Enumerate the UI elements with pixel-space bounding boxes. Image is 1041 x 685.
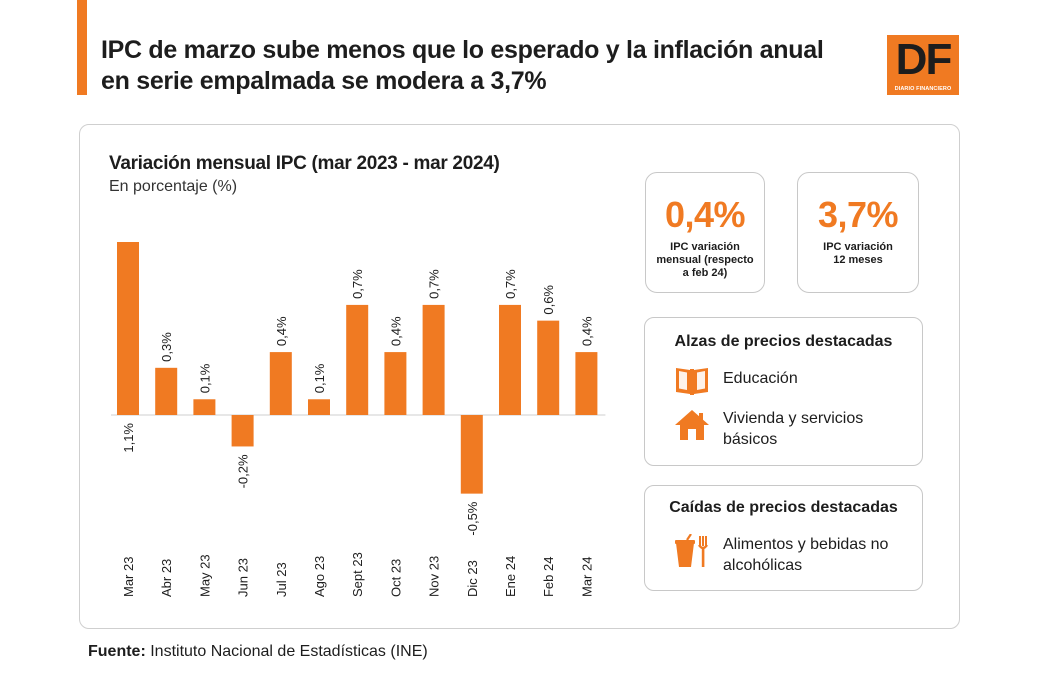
bar-mar-24	[575, 352, 598, 415]
bar-value-label: 0,4%	[274, 316, 289, 346]
category-tick-label: Dic 23	[465, 560, 480, 597]
source-line: Fuente: Instituto Nacional de Estadístic…	[88, 643, 428, 661]
bar-value-label: 0,6%	[541, 285, 556, 315]
food-drink-icon	[675, 534, 708, 567]
chart-title: Variación mensual IPC (mar 2023 - mar 20…	[109, 153, 500, 174]
rise-item-housing: Vivienda y servicios básicos	[673, 408, 883, 450]
kpi-annual: 3,7% IPC variación 12 meses	[797, 172, 919, 293]
bar-value-label: -0,2%	[236, 454, 251, 488]
category-tick-label: Jul 23	[274, 562, 289, 597]
logo-letters: DF	[895, 35, 953, 84]
bar-ene-24	[499, 304, 521, 415]
headline-accent-bar	[77, 0, 87, 95]
falls-title: Caídas de precios destacadas	[669, 499, 898, 516]
kpi-annual-value: 3,7%	[817, 194, 899, 235]
bar-may-23	[193, 399, 216, 415]
rises-box: Alzas de precios destacadas Educación Vi…	[644, 317, 923, 466]
bar-value-label: 0,7%	[350, 269, 365, 299]
df-logo: DF DIARIO FINANCIERO	[887, 35, 959, 95]
bar-value-label: 0,4%	[388, 316, 403, 346]
category-tick-label: Sept 23	[350, 552, 365, 597]
kpi-monthly: 0,4% IPC variación mensual (respecto a f…	[645, 172, 765, 293]
bar-oct-23	[384, 352, 407, 415]
house-icon	[675, 410, 709, 440]
bar-value-label: 0,7%	[427, 269, 442, 299]
category-tick-label: Abr 23	[159, 559, 174, 597]
category-tick-label: May 23	[197, 554, 212, 597]
bar-abr-23	[155, 367, 178, 415]
bar-nov-23	[422, 304, 445, 415]
category-tick-label: Oct 23	[388, 559, 403, 597]
bar-value-label: 0,7%	[503, 269, 518, 299]
bar-value-label: 0,1%	[197, 363, 212, 393]
bar-jun-23	[231, 415, 254, 447]
source-text: Instituto Nacional de Estadísticas (INE)	[150, 643, 428, 660]
rise-item-label: Educación	[723, 370, 798, 387]
category-tick-label: Jun 23	[236, 558, 251, 597]
bar-mar-23	[117, 242, 139, 415]
falls-box: Caídas de precios destacadas Alimentos y…	[644, 485, 923, 591]
bar-value-label: 0,1%	[312, 363, 327, 393]
category-tick-label: Mar 23	[121, 557, 136, 597]
category-tick-label: Ago 23	[312, 556, 327, 597]
rise-item-education: Educación	[673, 363, 798, 397]
bar-feb-24	[537, 320, 560, 415]
fall-item-food: Alimentos y bebidas no alcohólicas	[673, 534, 893, 576]
bar-value-label: -0,5%	[465, 501, 480, 535]
logo-subtitle: DIARIO FINANCIERO	[894, 86, 952, 92]
bar-jul-23	[269, 352, 292, 415]
rises-title: Alzas de precios destacadas	[674, 333, 893, 350]
rise-item-label: Vivienda y servicios básicos	[723, 410, 864, 448]
headline: IPC de marzo sube menos que lo esperado …	[101, 36, 824, 95]
bar-dic-23	[460, 415, 483, 494]
kpi-monthly-value: 0,4%	[664, 194, 746, 235]
content-panel	[79, 124, 960, 629]
category-tick-label: Nov 23	[427, 556, 442, 597]
bar-value-label: 0,3%	[159, 332, 174, 362]
category-tick-label: Mar 24	[579, 557, 594, 597]
category-tick-label: Feb 24	[541, 557, 556, 597]
kpi-annual-label: IPC variación 12 meses	[823, 241, 893, 266]
bar-ago-23	[308, 399, 330, 415]
chart-subtitle: En porcentaje (%)	[109, 178, 238, 195]
bar-value-label: 1,1%	[121, 423, 136, 453]
category-tick-label: Ene 24	[503, 556, 518, 597]
kpi-monthly-label: IPC variación mensual (respecto a feb 24…	[656, 241, 754, 279]
bar-value-label: 0,4%	[579, 316, 594, 346]
bar-sept-23	[346, 304, 369, 415]
source-label: Fuente:	[88, 643, 146, 660]
book-icon	[676, 368, 708, 395]
fall-item-label: Alimentos y bebidas no alcohólicas	[723, 536, 889, 574]
